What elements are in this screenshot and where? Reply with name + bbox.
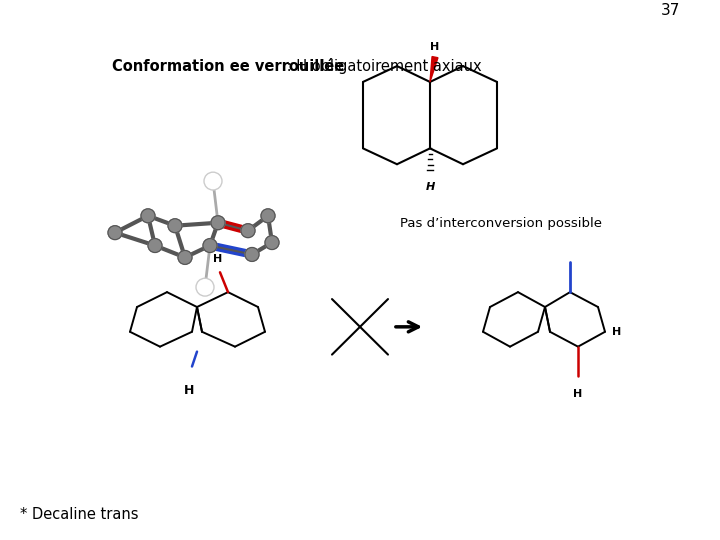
Circle shape (178, 251, 192, 265)
Text: Pas d’interconversion possible: Pas d’interconversion possible (400, 217, 602, 230)
Circle shape (245, 247, 259, 261)
Circle shape (204, 172, 222, 190)
Text: H: H (213, 254, 222, 265)
Circle shape (203, 239, 217, 253)
Circle shape (211, 216, 225, 229)
Text: : H obligatoirement axiaux: : H obligatoirement axiaux (282, 59, 482, 73)
Polygon shape (430, 57, 438, 82)
Circle shape (261, 209, 275, 222)
Text: H: H (426, 182, 435, 192)
Circle shape (108, 226, 122, 240)
Text: H: H (573, 389, 582, 399)
Text: H: H (612, 327, 621, 337)
Text: H: H (431, 42, 440, 52)
Text: * Decaline trans: * Decaline trans (20, 507, 139, 522)
Circle shape (148, 239, 162, 253)
Text: Conformation ee verrouillée: Conformation ee verrouillée (112, 59, 344, 73)
Text: H: H (184, 384, 194, 397)
Circle shape (196, 278, 214, 296)
Circle shape (168, 219, 182, 233)
Circle shape (265, 235, 279, 249)
Text: 37: 37 (661, 3, 680, 18)
Circle shape (141, 209, 155, 222)
Circle shape (241, 224, 255, 238)
